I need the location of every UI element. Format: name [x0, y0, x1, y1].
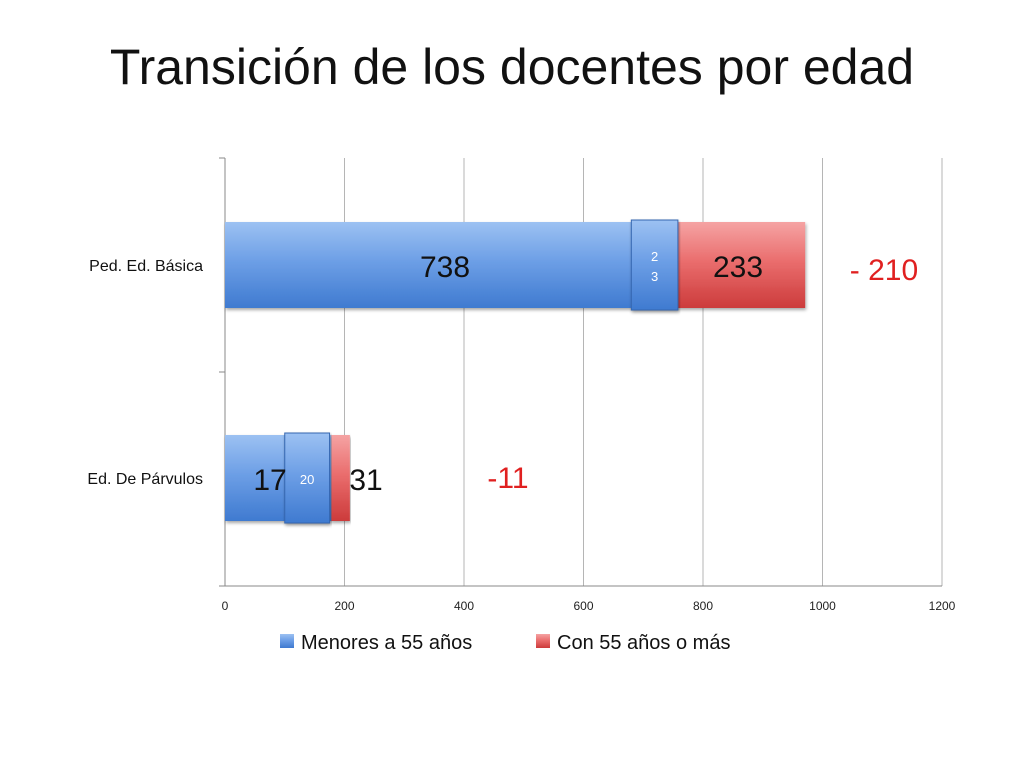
bar-value-label: 233: [713, 251, 763, 284]
bar-value-label: 31: [349, 464, 382, 497]
overlay-box-label: 20: [300, 472, 314, 487]
bar-value-label: 17: [253, 464, 286, 497]
overlay-box: [630, 219, 679, 311]
change-label: - 210: [850, 254, 918, 287]
bar-mayores: [331, 435, 350, 521]
bar-value-label: 738: [420, 251, 470, 284]
overlay-box: [284, 432, 331, 524]
y-category-label: Ed. De Párvulos: [87, 471, 203, 488]
legend-label: Menores a 55 años: [301, 632, 472, 654]
x-tick-label: 1200: [929, 599, 956, 613]
x-tick-label: 400: [454, 599, 474, 613]
x-tick-label: 800: [693, 599, 713, 613]
y-category-label: Ped. Ed. Básica: [89, 258, 203, 275]
legend-label: Con 55 años o más: [557, 632, 730, 654]
legend-swatch: [280, 634, 294, 648]
x-tick-label: 0: [222, 599, 229, 613]
legend-swatch: [536, 634, 550, 648]
bar-menores: [225, 222, 666, 308]
overlay-box-label: 3: [651, 269, 658, 284]
chart-title: Transición de los docentes por edad: [109, 39, 915, 95]
x-tick-label: 1000: [809, 599, 836, 613]
bar-mayores: [665, 222, 806, 308]
change-label: -11: [487, 462, 528, 495]
x-tick-label: 600: [573, 599, 593, 613]
overlay-box-label: 2: [651, 249, 658, 264]
x-tick-label: 200: [334, 599, 354, 613]
